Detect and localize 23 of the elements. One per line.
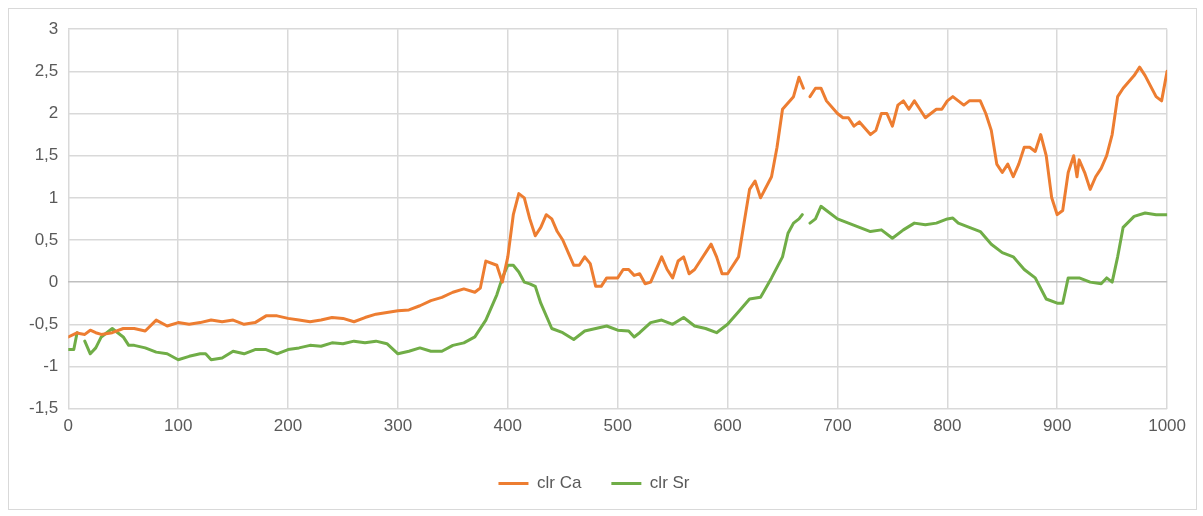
y-tick-label: 2,5 <box>34 61 59 81</box>
y-tick-label: 1,5 <box>34 145 59 165</box>
x-tick-label: 900 <box>1043 416 1072 436</box>
x-tick-label: 400 <box>493 416 522 436</box>
y-tick-label: 0 <box>48 271 59 291</box>
x-tick-label: 300 <box>383 416 413 436</box>
x-tick-label: 800 <box>933 416 962 436</box>
x-tick-label: 500 <box>603 416 632 436</box>
x-tick-label: 0 <box>63 416 74 436</box>
y-tick-label: 2 <box>48 103 59 123</box>
x-tick-label: 200 <box>273 416 303 436</box>
y-tick-label: 1 <box>48 187 59 207</box>
legend-label: clr Ca <box>536 473 582 493</box>
y-tick-label: -1 <box>43 356 59 376</box>
y-tick-label: -0,5 <box>29 313 59 333</box>
x-tick-label: 700 <box>823 416 852 436</box>
x-tick-label: 100 <box>163 416 193 436</box>
x-tick-label: 1000 <box>1148 416 1186 436</box>
legend-label: clr Sr <box>649 473 690 493</box>
y-tick-label: -1,5 <box>29 398 59 418</box>
x-tick-label: 600 <box>713 416 742 436</box>
y-tick-label: 3 <box>48 18 59 38</box>
y-tick-label: 0,5 <box>34 229 59 249</box>
